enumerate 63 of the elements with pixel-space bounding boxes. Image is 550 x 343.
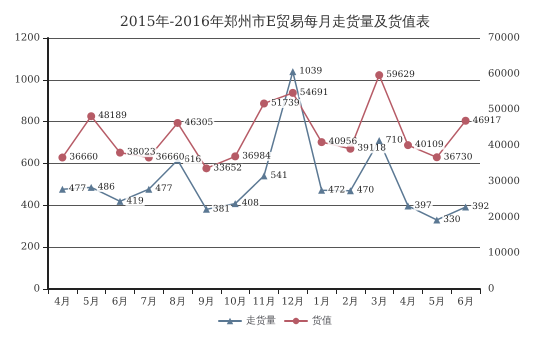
y2-tick-label: 0	[488, 284, 494, 294]
data-label: 59629	[386, 70, 416, 80]
legend-label: 货值	[312, 314, 332, 326]
y-tick-label: 800	[20, 116, 40, 128]
y-tick-label: 1200	[14, 32, 40, 44]
data-label: 36730	[444, 152, 473, 162]
x-tick-label: 12月	[281, 296, 304, 308]
data-label: 477	[155, 184, 173, 194]
data-label: 541	[270, 170, 288, 181]
data-label: 38023	[127, 148, 156, 158]
y2-tick-label: 70000	[488, 32, 520, 44]
data-label: 40956	[328, 137, 358, 148]
x-tick-label: 5月	[83, 296, 100, 308]
data-label: 51739	[271, 98, 300, 108]
x-tick-label: 4月	[400, 296, 416, 308]
x-tick-label: 5月	[428, 296, 445, 308]
y2-tick-label: 60000	[488, 68, 520, 80]
data-label: 33652	[213, 163, 242, 174]
data-label: 36984	[242, 151, 272, 162]
x-tick-label: 6月	[457, 296, 474, 308]
y-tick-label: 600	[20, 158, 40, 169]
data-label: 36660	[156, 152, 185, 163]
x-tick-label: 2月	[342, 296, 359, 308]
data-label: 1039	[299, 66, 322, 77]
data-label: 397	[414, 200, 432, 211]
x-tick-label: 9月	[198, 296, 215, 308]
y2-tick-label: 30000	[488, 176, 520, 187]
data-label: 48189	[98, 111, 128, 122]
x-tick-label: 6月	[112, 296, 128, 308]
data-label: 472	[328, 185, 346, 196]
chart-title: 2015年-2016年郑州市E贸易每月走货量及货值表	[120, 14, 430, 30]
y2-tick-label: 50000	[488, 104, 520, 116]
legend-label: 走货量	[246, 314, 276, 326]
y-tick-label: 0	[34, 284, 40, 294]
x-tick-label: 8月	[169, 296, 186, 308]
data-label: 54691	[300, 88, 328, 98]
x-tick-label: 4月	[54, 296, 71, 308]
x-tick-label: 11月	[252, 296, 276, 308]
data-label: 392	[472, 202, 490, 212]
data-label: 710	[386, 135, 404, 146]
y-tick-label: 400	[20, 200, 40, 211]
data-label: 486	[98, 182, 116, 192]
data-label: 381	[212, 204, 230, 214]
data-label: 470	[356, 186, 374, 196]
data-label: 408	[242, 198, 260, 209]
data-label: 616	[184, 155, 202, 166]
data-label: 46917	[472, 116, 502, 126]
y2-tick-label: 20000	[488, 212, 520, 223]
y-tick-label: 1000	[14, 74, 40, 86]
y2-tick-label: 40000	[488, 140, 520, 152]
x-tick-label: 1月	[313, 296, 330, 308]
data-label: 477	[68, 184, 86, 194]
y-tick-label: 200	[20, 242, 40, 253]
x-tick-label: 7月	[140, 296, 157, 308]
y2-tick-label: 10000	[488, 248, 520, 259]
data-label: 419	[126, 196, 144, 206]
data-label: 46305	[184, 118, 214, 128]
data-label: 36660	[69, 152, 98, 163]
data-label: 40109	[415, 140, 444, 150]
x-tick-label: 3月	[371, 296, 388, 308]
data-label: 330	[443, 214, 461, 225]
data-label: 39118	[357, 144, 386, 154]
x-tick-label: 10月	[224, 296, 247, 308]
